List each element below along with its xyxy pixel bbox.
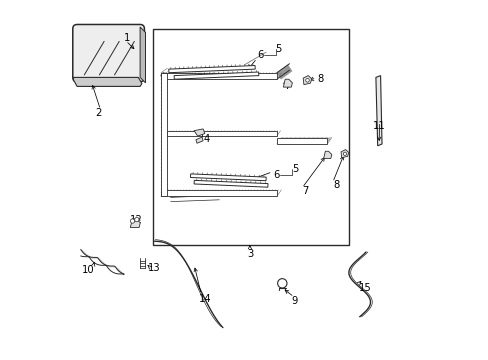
Bar	[276, 138, 326, 144]
Circle shape	[305, 78, 309, 82]
Polygon shape	[174, 72, 258, 79]
Circle shape	[130, 219, 134, 223]
Bar	[161, 73, 276, 79]
Polygon shape	[194, 129, 204, 136]
Text: 5: 5	[275, 44, 281, 54]
Bar	[167, 131, 276, 136]
Circle shape	[343, 152, 346, 156]
Bar	[161, 190, 276, 196]
Text: 7: 7	[284, 81, 290, 91]
Circle shape	[277, 279, 286, 288]
Polygon shape	[283, 79, 292, 87]
Polygon shape	[194, 180, 267, 187]
Polygon shape	[168, 66, 255, 73]
Polygon shape	[140, 27, 145, 83]
Polygon shape	[323, 151, 331, 158]
Polygon shape	[130, 219, 140, 228]
Bar	[152, 29, 348, 245]
Text: 14: 14	[198, 294, 211, 304]
Text: 2: 2	[95, 108, 102, 118]
Text: 6: 6	[257, 50, 264, 60]
Text: 5: 5	[291, 164, 298, 174]
Polygon shape	[190, 174, 265, 181]
Circle shape	[134, 217, 139, 222]
Text: 10: 10	[81, 265, 94, 275]
Text: 1: 1	[124, 33, 130, 43]
Polygon shape	[196, 137, 203, 143]
Polygon shape	[375, 76, 381, 146]
FancyBboxPatch shape	[73, 24, 144, 82]
Text: 8: 8	[316, 74, 323, 84]
Text: 3: 3	[246, 249, 252, 259]
Text: 9: 9	[291, 296, 298, 306]
Text: 11: 11	[372, 121, 385, 131]
Polygon shape	[340, 150, 348, 158]
Polygon shape	[303, 76, 311, 85]
Bar	[161, 73, 167, 196]
Polygon shape	[73, 77, 142, 86]
Text: 15: 15	[358, 283, 371, 293]
Text: 7: 7	[302, 186, 308, 196]
Text: 6: 6	[273, 170, 280, 180]
Text: 8: 8	[332, 180, 339, 190]
Text: 13: 13	[148, 263, 161, 273]
Text: 12: 12	[130, 215, 142, 225]
Text: 4: 4	[203, 134, 209, 144]
